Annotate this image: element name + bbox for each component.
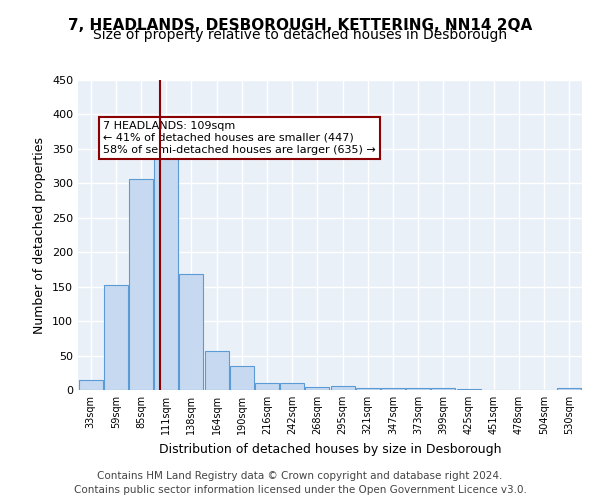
Bar <box>457 388 481 390</box>
Text: Contains HM Land Registry data © Crown copyright and database right 2024.
Contai: Contains HM Land Registry data © Crown c… <box>74 471 526 495</box>
Bar <box>356 388 380 390</box>
Text: 7 HEADLANDS: 109sqm
← 41% of detached houses are smaller (447)
58% of semi-detac: 7 HEADLANDS: 109sqm ← 41% of detached ho… <box>103 122 376 154</box>
Bar <box>79 380 103 390</box>
Bar <box>280 383 304 390</box>
Y-axis label: Number of detached properties: Number of detached properties <box>34 136 46 334</box>
Bar <box>255 383 279 390</box>
Bar <box>406 388 430 390</box>
Text: Size of property relative to detached houses in Desborough: Size of property relative to detached ho… <box>93 28 507 42</box>
Bar <box>129 178 153 390</box>
Bar <box>305 386 329 390</box>
Bar <box>381 388 405 390</box>
Bar <box>331 386 355 390</box>
Bar <box>431 388 455 390</box>
Text: 7, HEADLANDS, DESBOROUGH, KETTERING, NN14 2QA: 7, HEADLANDS, DESBOROUGH, KETTERING, NN1… <box>68 18 532 32</box>
Bar <box>179 274 203 390</box>
X-axis label: Distribution of detached houses by size in Desborough: Distribution of detached houses by size … <box>159 442 501 456</box>
Bar <box>230 366 254 390</box>
Bar <box>205 350 229 390</box>
Bar <box>104 284 128 390</box>
Bar <box>154 156 178 390</box>
Bar <box>557 388 581 390</box>
